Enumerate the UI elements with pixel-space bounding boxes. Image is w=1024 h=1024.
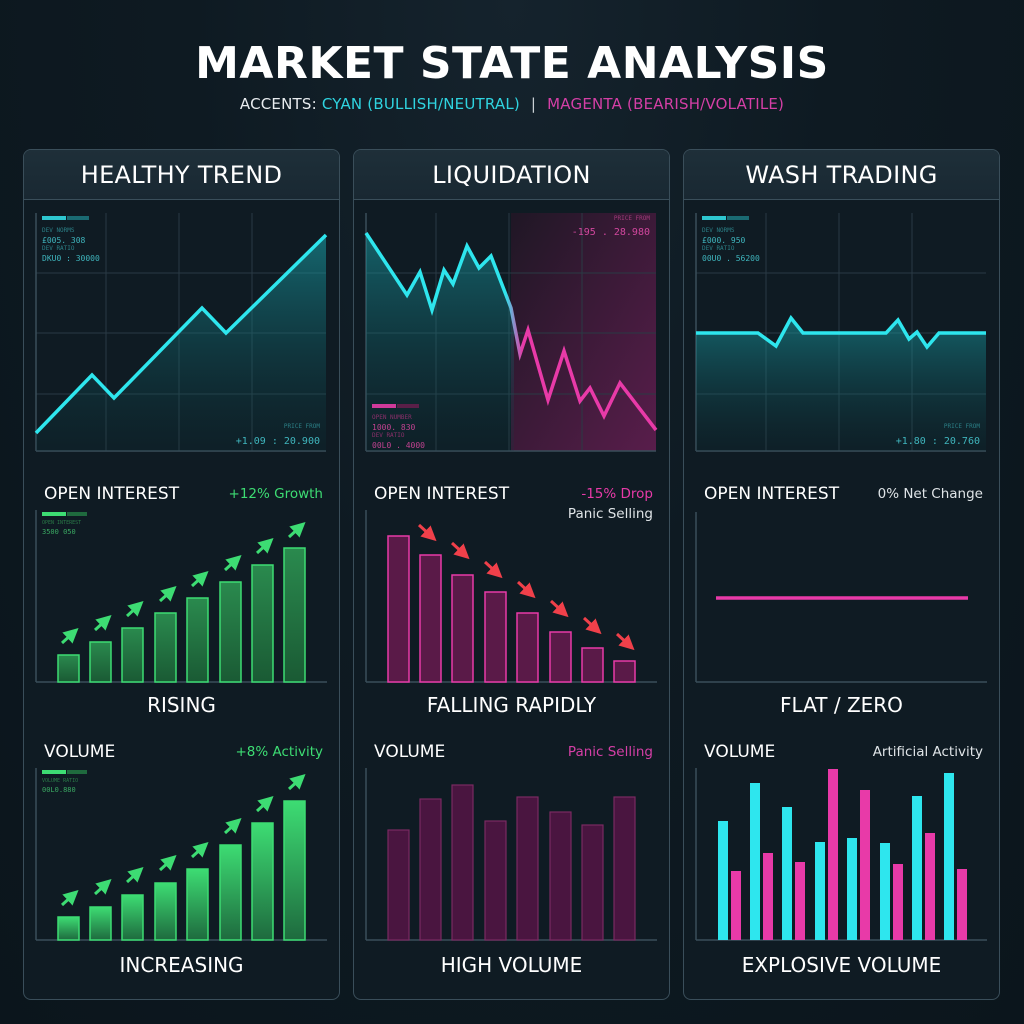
legend-separator: |: [530, 95, 537, 113]
accent-legend: ACCENTS: CYAN (BULLISH/NEUTRAL) | MAGENT…: [0, 95, 1024, 113]
volume-note: Panic Selling: [567, 744, 653, 760]
price-label: PRICE FROM: [614, 215, 651, 222]
volume-label: VOLUME: [374, 742, 446, 762]
volume-note: Artificial Activity: [872, 744, 983, 760]
panel-wash-trading: WASH TRADING DEV NORMS £000. 950 DEV RAT…: [683, 149, 1000, 1000]
open-interest-label: OPEN INTEREST: [374, 484, 510, 504]
price-meta-2: 1000. 830: [372, 423, 416, 432]
price-chart: DEV NORMS £000. 950 DEV RATIO 00U0 . 562…: [694, 208, 989, 455]
price-value: +1.80 : 20.760: [896, 436, 980, 447]
panel-healthy-trend: HEALTHY TREND DEV NORMS £005. 308 DEV RA…: [23, 149, 340, 1000]
volume-label: VOLUME: [44, 742, 116, 762]
open-interest-caption: RISING: [147, 693, 216, 717]
legend-cyan: CYAN (BULLISH/NEUTRAL): [321, 95, 520, 113]
price-meta-2: £000. 950: [702, 236, 746, 245]
volume-note: +8% Activity: [235, 744, 323, 760]
svg-text:VOLUME RATIO: VOLUME RATIO: [42, 778, 78, 784]
price-meta-1: DEV NORMS: [702, 227, 735, 234]
panel-title: LIQUIDATION: [432, 160, 591, 189]
panel-liquidation: LIQUIDATION: [353, 149, 670, 1000]
volume-chart: VOLUME RATIO 00L0.880: [34, 768, 329, 943]
price-meta-3: DEV RATIO: [702, 245, 735, 252]
open-interest-note: -15% Drop: [581, 486, 653, 502]
volume-label: VOLUME: [704, 742, 776, 762]
volume-chart: [364, 768, 659, 943]
price-meta-1: OPEN NUMBER: [372, 414, 412, 421]
svg-text:OPEN INTEREST: OPEN INTEREST: [42, 520, 81, 526]
legend-magenta: MAGENTA (BEARISH/VOLATILE): [547, 95, 785, 113]
price-value: -195 . 28.980: [572, 227, 650, 238]
legend-lead: ACCENTS:: [239, 95, 317, 113]
page-title: MARKET STATE ANALYSIS: [195, 38, 829, 89]
price-label: PRICE FROM: [944, 423, 981, 430]
open-interest-label: OPEN INTEREST: [704, 484, 840, 504]
price-chart: DEV NORMS £005. 308 DEV RATIO DKU0 : 300…: [34, 208, 329, 455]
open-interest-chart: [694, 510, 989, 685]
volume-chart: [694, 768, 989, 943]
panel-header: WASH TRADING: [684, 150, 999, 200]
volume-caption: EXPLOSIVE VOLUME: [741, 953, 942, 977]
panel-title: WASH TRADING: [745, 160, 938, 189]
price-label: PRICE FROM: [284, 423, 321, 430]
open-interest-chart: OPEN INTEREST 3500 050: [34, 510, 329, 685]
price-meta-1: DEV NORMS: [42, 227, 75, 234]
open-interest-label: OPEN INTEREST: [44, 484, 180, 504]
price-meta-3: DEV RATIO: [42, 245, 75, 252]
open-interest-caption: FALLING RAPIDLY: [426, 693, 597, 717]
open-interest-note: 0% Net Change: [877, 486, 983, 502]
volume-caption: INCREASING: [119, 953, 244, 977]
panel-title: HEALTHY TREND: [80, 160, 283, 189]
price-meta-4: 00L0 . 4000: [372, 441, 425, 450]
oi-mini: 3500 050: [42, 528, 76, 536]
price-meta-4: 00U0 . 56200: [702, 254, 760, 263]
volume-mini: 00L0.880: [42, 786, 76, 794]
panel-header: LIQUIDATION: [354, 150, 669, 200]
price-meta-2: £005. 308: [42, 236, 86, 245]
price-meta-4: DKU0 : 30000: [42, 254, 100, 263]
price-chart: PRICE FROM -195 . 28.980 OPEN NUMBER 100…: [364, 208, 659, 455]
open-interest-chart: [364, 510, 659, 685]
volume-caption: HIGH VOLUME: [440, 953, 583, 977]
open-interest-caption: FLAT / ZERO: [780, 693, 903, 717]
open-interest-note-2: Panic Selling: [567, 506, 653, 522]
panel-header: HEALTHY TREND: [24, 150, 339, 200]
open-interest-note: +12% Growth: [228, 486, 323, 502]
price-value: +1.09 : 20.900: [236, 436, 320, 447]
price-meta-3: DEV RATIO: [372, 432, 405, 439]
